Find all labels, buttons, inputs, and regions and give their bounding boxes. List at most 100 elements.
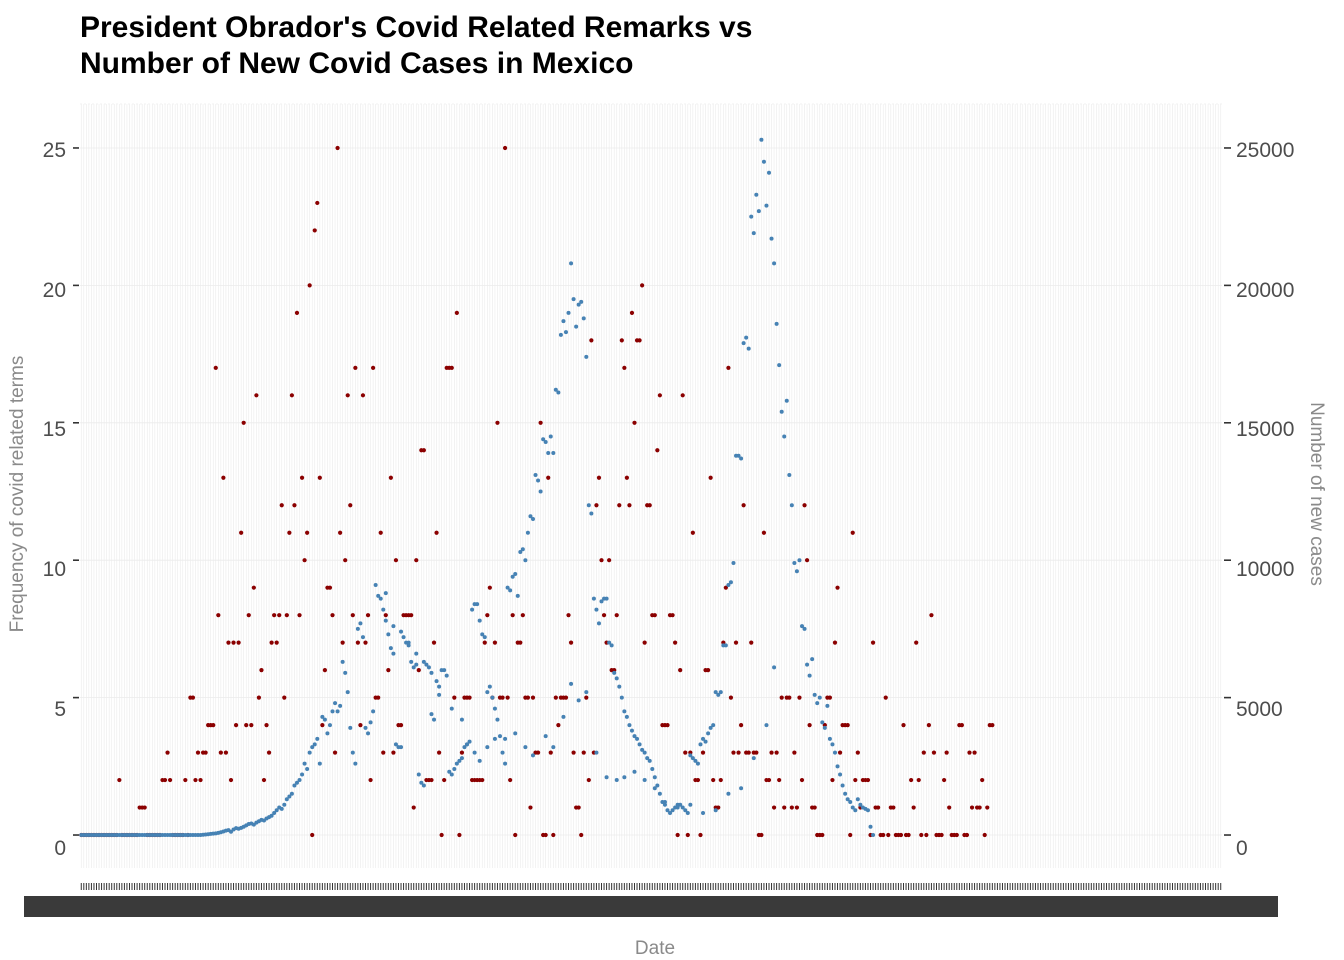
remark-point-0-238	[683, 750, 688, 755]
case-point-2-36	[713, 808, 718, 813]
remark-point-0-247	[706, 668, 711, 673]
case-point-1-182	[541, 437, 546, 442]
remark-point-0-121	[386, 668, 391, 673]
case-point-1-141	[437, 684, 442, 689]
remark-point-0-153	[467, 695, 472, 700]
case-point-1-92	[312, 742, 317, 747]
case-point-1-219	[635, 736, 640, 741]
remark-point-0-329	[914, 640, 919, 645]
remark-point-0-133	[416, 668, 421, 673]
case-point-1-188	[556, 390, 561, 395]
remark-point-0-268	[759, 832, 764, 838]
case-point-1-166	[500, 750, 505, 755]
case-point-1-255	[726, 582, 731, 587]
remark-point-0-117	[376, 695, 381, 700]
case-point-1-301	[843, 791, 848, 796]
case-point-1-251	[716, 692, 721, 697]
case-point-2-14	[492, 736, 497, 741]
case-point-1-183	[543, 440, 548, 445]
case-point-1-164	[495, 717, 500, 722]
remark-point-0-357	[985, 805, 990, 810]
remark-point-0-94	[317, 475, 322, 480]
remark-point-0-296	[830, 777, 835, 783]
case-point-1-127	[401, 635, 406, 640]
case-point-1-302	[845, 797, 850, 802]
case-point-1-217	[629, 728, 634, 733]
case-point-1-306	[855, 797, 860, 802]
case-point-1-173	[518, 549, 523, 554]
case-point-2-18	[530, 753, 535, 758]
case-point-2-34	[688, 802, 693, 807]
x-gridline-set	[80, 104, 1222, 868]
remark-point-0-114	[368, 777, 373, 783]
remark-point-0-354	[977, 805, 982, 810]
case-point-1-194	[571, 297, 576, 302]
case-point-1-245	[701, 736, 706, 741]
remark-point-0-333	[924, 832, 929, 838]
case-point-2-29	[632, 769, 637, 774]
case-point-1-158	[480, 632, 485, 637]
case-point-1-236	[678, 802, 683, 807]
case-point-1-218	[632, 734, 637, 739]
chart-title-line-2: Number of New Covid Cases in Mexico	[80, 47, 633, 80]
remark-point-0-326	[906, 832, 911, 838]
case-point-1-289	[812, 692, 817, 697]
case-point-1-231	[665, 808, 670, 813]
remark-point-0-334	[926, 722, 931, 728]
remark-point-0-108	[353, 365, 358, 370]
remark-point-0-234	[673, 640, 678, 645]
case-point-1-81	[284, 797, 289, 802]
case-point-1-116	[373, 582, 378, 587]
case-point-1-266	[754, 192, 759, 197]
remark-point-0-241	[690, 530, 695, 535]
case-point-1-102	[338, 703, 343, 708]
case-point-1-257	[731, 560, 736, 565]
case-point-1-176	[525, 530, 530, 535]
remark-point-0-77	[274, 640, 279, 645]
case-point-1-178	[530, 516, 535, 521]
remark-point-0-100	[332, 750, 338, 755]
remark-point-0-224	[647, 503, 652, 508]
case-point-1-281	[792, 560, 797, 565]
case-point-2-40	[764, 723, 769, 728]
remark-point-0-41	[183, 777, 188, 783]
case-point-1-143	[442, 668, 447, 673]
remark-point-0-226	[652, 613, 657, 618]
case-point-1-195	[574, 324, 579, 329]
case-point-1-170	[510, 574, 515, 579]
case-point-1-262	[744, 335, 749, 340]
remark-point-0-236	[678, 668, 683, 673]
remark-point-0-245	[700, 750, 706, 755]
remark-point-0-257	[731, 750, 736, 755]
case-point-1-115	[371, 709, 376, 714]
remark-point-0-349	[964, 832, 970, 838]
remark-point-0-192	[566, 613, 571, 618]
remark-point-0-205	[599, 558, 604, 563]
remark-point-0-276	[779, 695, 784, 700]
remark-point-0-111	[360, 393, 366, 398]
case-point-1-130	[409, 659, 414, 664]
remark-point-0-72	[261, 777, 267, 783]
case-point-1-307	[858, 802, 863, 807]
case-point-1-238	[683, 808, 688, 813]
remark-point-0-80	[282, 695, 287, 700]
case-point-1-140	[434, 679, 439, 684]
case-point-1-114	[368, 720, 373, 725]
remark-point-0-176	[525, 695, 531, 700]
left-tick-marks	[73, 147, 79, 836]
case-point-1-216	[627, 723, 632, 728]
case-point-1-99	[330, 709, 335, 714]
remark-point-0-251	[716, 805, 721, 810]
remark-point-0-359	[990, 722, 995, 728]
case-point-1-79	[279, 806, 284, 811]
case-point-1-232	[668, 811, 673, 816]
case-point-1-198	[581, 316, 586, 321]
remark-point-0-107	[350, 613, 355, 618]
case-point-1-207	[604, 596, 609, 601]
case-point-1-270	[764, 203, 769, 208]
remark-point-0-266	[754, 750, 759, 755]
case-point-1-295	[827, 736, 832, 741]
remark-point-0-166	[500, 695, 505, 700]
case-point-1-180	[536, 478, 541, 483]
remark-point-0-88	[302, 558, 307, 563]
